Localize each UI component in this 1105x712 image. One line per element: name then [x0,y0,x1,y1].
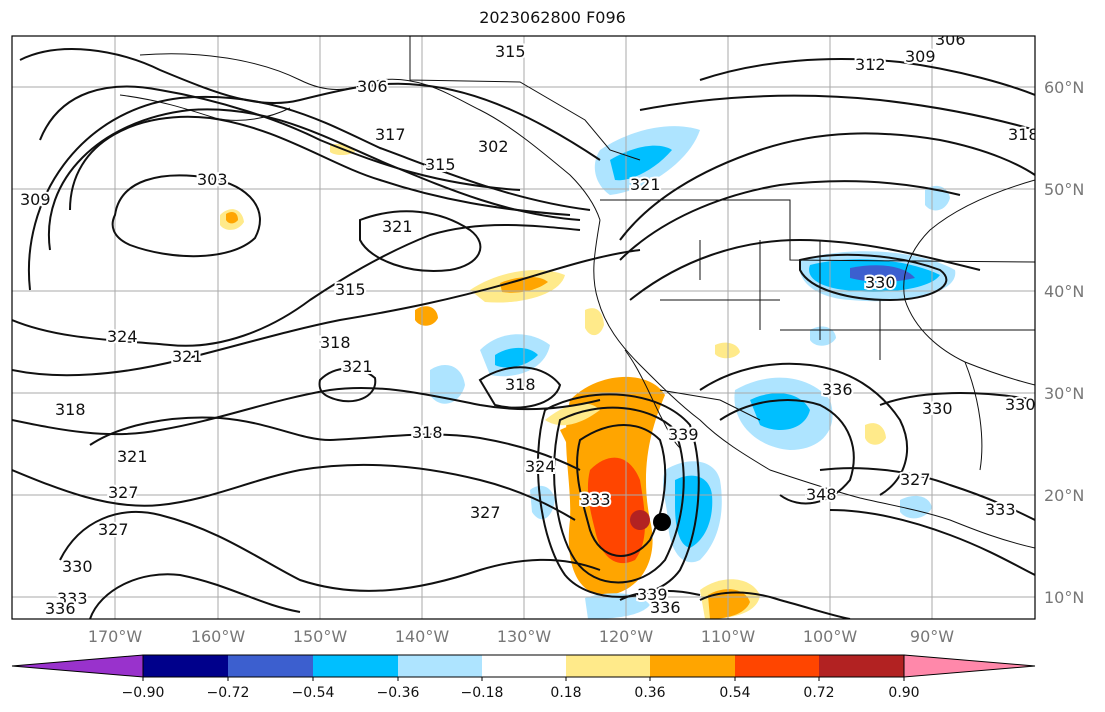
contour-label: 306 [935,30,966,49]
contour-label: 321 [342,357,373,376]
colorbar-tick-label: −0.54 [292,685,335,701]
graticule [12,36,1035,619]
contour-label: 321 [172,347,203,366]
contour-label: 333 [580,490,611,509]
contour-label: 315 [425,155,456,174]
lon-label: 110°W [701,627,756,646]
contour-label: 318 [55,400,86,419]
contour-label: 309 [905,47,936,66]
colorbar-tick-labels: −0.90 −0.72 −0.54 −0.36 −0.18 0.18 0.36 … [122,685,920,701]
storm-center-marker [653,513,671,531]
colorbar-segment [228,655,313,677]
map-panel: 315 306 312 309 306 303 317 315 302 309 … [12,30,1039,619]
colorbar-frame [142,654,905,678]
lat-label: 40°N [1044,282,1084,301]
contour-label: 327 [900,470,931,489]
contour-label: 318 [505,375,536,394]
contour-label: 336 [650,598,681,617]
colorbar-max-extend [903,654,1036,678]
contour-label: 315 [335,280,366,299]
lon-label: 140°W [395,627,450,646]
contour-label: 330 [1005,395,1036,414]
contour-label: 327 [108,483,139,502]
lon-label: 130°W [497,627,552,646]
colorbar-segment [482,655,566,677]
lon-label: 90°W [910,627,954,646]
contour-label: 327 [470,503,501,522]
chart-title: 2023062800 F096 [479,8,626,27]
contour-label: 321 [117,447,148,466]
contour-label: 302 [478,137,509,156]
colorbar-tick-label: 0.36 [634,685,665,701]
contour-label: 321 [382,217,413,236]
latitude-labels: 60°N 50°N 40°N 30°N 20°N 10°N [1044,78,1084,607]
contour-label: 330 [922,399,953,418]
lat-label: 50°N [1044,180,1084,199]
contour-label: 348 [806,485,837,504]
lat-label: 20°N [1044,486,1084,505]
contour-label: 318 [1008,125,1039,144]
longitude-labels: 170°W 160°W 150°W 140°W 130°W 120°W 110°… [88,627,954,646]
contour-label: 306 [357,77,388,96]
colorbar-segment [398,655,482,677]
colorbar-tick-label: 0.18 [550,685,581,701]
anomaly-shading [220,126,956,619]
contour-label: 315 [495,42,526,61]
contour-label: 330 [62,557,93,576]
lon-label: 120°W [599,627,654,646]
colorbar-segment [143,655,228,677]
colorbar-tick-label: 0.72 [803,685,834,701]
colorbar-segment [819,655,904,677]
colorbar-tick-label: −0.72 [207,685,250,701]
contour-label: 330 [865,273,896,292]
colorbar-segment [650,655,735,677]
lat-label: 10°N [1044,588,1084,607]
contour-label: 318 [412,423,443,442]
contour-label: 333 [985,500,1016,519]
contour-label: 336 [45,599,76,618]
contour-label: 324 [107,327,138,346]
colorbar-segment [566,655,650,677]
contour-label: 327 [98,520,129,539]
contour-label: 336 [822,380,853,399]
lon-label: 170°W [88,627,143,646]
colorbar-tick-label: −0.36 [377,685,420,701]
colorbar-tick-label: 0.54 [719,685,750,701]
colorbar-segment [313,655,398,677]
contour-label: 333 [57,589,88,608]
contour-label: 324 [525,457,556,476]
map-border [11,35,1036,620]
lon-label: 100°W [803,627,858,646]
contour-label: 317 [375,125,406,144]
contour-label: 318 [320,333,351,352]
lat-label: 60°N [1044,78,1084,97]
height-contours [12,48,1035,619]
contour-label: 321 [630,175,661,194]
colorbar-tick-label: −0.90 [122,685,165,701]
contour-labels: 315 306 312 309 306 303 317 315 302 309 … [18,30,1039,619]
contour-label: 312 [855,55,886,74]
colorbar-tick-marks [142,677,905,681]
lat-label: 30°N [1044,384,1084,403]
colorbar-tick-label: −0.18 [461,685,504,701]
contour-label: 309 [20,190,51,209]
contour-label: 303 [197,170,228,189]
lon-label: 150°W [293,627,348,646]
colorbar-tick-label: 0.90 [888,685,919,701]
contour-label: 339 [668,425,699,444]
colorbar: −0.90 −0.72 −0.54 −0.36 −0.18 0.18 0.36 … [11,654,1036,701]
contour-label: 339 [637,585,668,604]
colorbar-segment [735,655,819,677]
lon-label: 160°W [191,627,246,646]
colorbar-min-extend [11,654,144,678]
